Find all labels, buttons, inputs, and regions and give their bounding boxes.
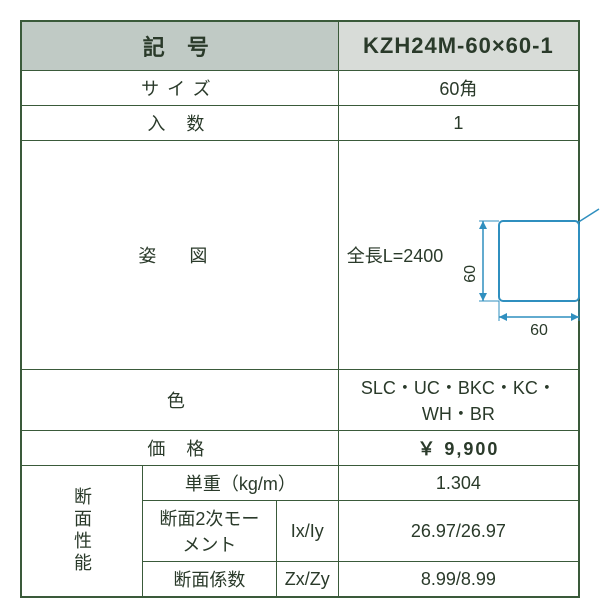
spec-table: 記 号 KZH24M-60×60-1 サイズ 60角 入 数 1 姿 図 全長L… [20,20,580,598]
color-value: SLC・UC・BKC・KC・WH・BR [338,370,579,431]
unit-weight-label: 単重（kg/m） [143,466,339,501]
qty-label: 入 数 [21,106,338,141]
size-value: 60角 [338,71,579,106]
moment-axis: Ix/Iy [276,501,338,562]
arrow-down [479,293,487,301]
modulus-label: 断面係数 [143,562,277,598]
qty-value: 1 [338,106,579,141]
price-row: 価 格 ￥ 9,900 [21,431,579,466]
symbol-label: 記 号 [21,21,338,71]
length-note: 全長L=2400 [347,242,444,268]
price-value: ￥ 9,900 [338,431,579,466]
square-shape [499,221,579,301]
dim-h-text: 60 [530,322,548,339]
modulus-axis: Zx/Zy [276,562,338,598]
arrow-right [571,313,579,321]
size-label: サイズ [21,71,338,106]
arrow-left [499,313,507,321]
square-svg: R1.5 60 60 [459,201,600,351]
color-label: 色 [21,370,338,431]
r-leader [577,209,599,223]
diagram-row: 姿 図 全長L=2400 t=2.1 R1.5 [21,141,579,370]
size-row: サイズ 60角 [21,71,579,106]
moment-label: 断面2次モーメント [143,501,277,562]
product-code: KZH24M-60×60-1 [338,21,579,71]
diagram-label: 姿 図 [21,141,338,370]
dim-v-text: 60 [462,265,479,283]
arrow-up [479,221,487,229]
header-row: 記 号 KZH24M-60×60-1 [21,21,579,71]
unit-weight-row: 断面性能 単重（kg/m） 1.304 [21,466,579,501]
price-label: 価 格 [21,431,338,466]
unit-weight-value: 1.304 [338,466,579,501]
color-row: 色 SLC・UC・BKC・KC・WH・BR [21,370,579,431]
modulus-value: 8.99/8.99 [338,562,579,598]
cross-section-diagram: R1.5 60 60 [459,201,600,356]
diagram-cell: 全長L=2400 t=2.1 R1.5 60 [338,141,579,370]
qty-row: 入 数 1 [21,106,579,141]
moment-value: 26.97/26.97 [338,501,579,562]
section-group-label: 断面性能 [21,466,143,598]
